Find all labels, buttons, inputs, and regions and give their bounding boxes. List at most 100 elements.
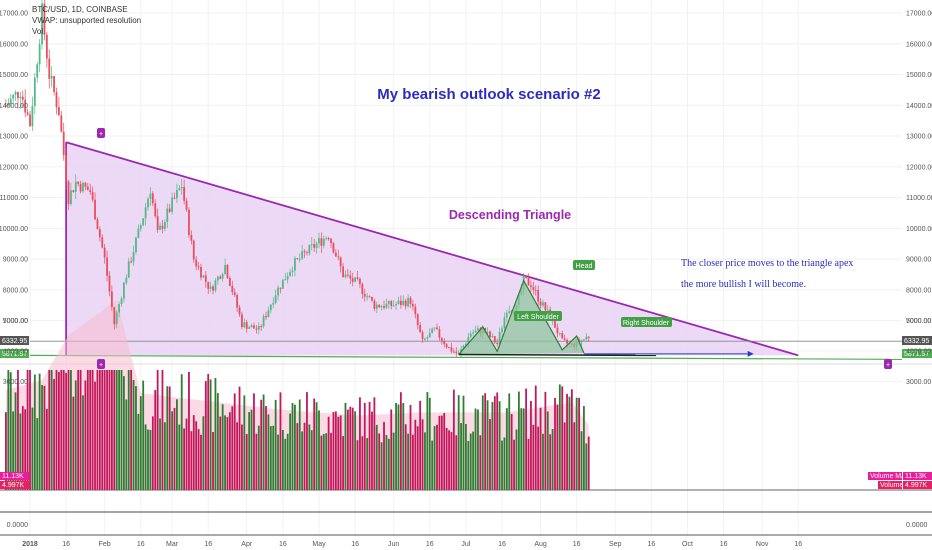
volume-bar	[546, 411, 549, 490]
candle-body	[424, 338, 426, 340]
candle-body	[334, 252, 337, 257]
volume-bar	[62, 370, 65, 490]
volume-bar	[337, 416, 340, 490]
candle-body	[349, 275, 352, 279]
volume-bar	[277, 434, 279, 490]
volume-bar	[537, 426, 540, 490]
triangle-upper-line[interactable]	[65, 141, 799, 357]
svg-text:Volume: Volume	[880, 482, 903, 489]
candle-body	[103, 247, 106, 258]
candle-body	[477, 328, 479, 331]
volume-bar	[563, 422, 566, 490]
candle-body	[120, 298, 123, 305]
left-shoulder-label[interactable]: Left Shoulder	[514, 311, 562, 321]
candle-body	[257, 326, 260, 330]
candle-body	[318, 238, 320, 244]
candle-body	[433, 327, 436, 329]
volume-bar	[31, 407, 34, 490]
bottom-right-marker[interactable]: +	[884, 359, 892, 369]
volume-tick-label: 5000.00	[3, 318, 28, 325]
time-tick-label: 16	[351, 541, 359, 548]
candle-body	[462, 345, 465, 349]
volume-bar	[573, 422, 576, 490]
candle-body	[226, 264, 229, 279]
volume-bar	[375, 424, 378, 490]
candle-body	[195, 259, 198, 267]
candle-body	[303, 251, 306, 253]
candle-body	[132, 252, 135, 262]
candle-body	[214, 280, 217, 291]
volume-bar	[190, 431, 193, 490]
candle-body	[496, 342, 499, 344]
candle-body	[337, 256, 340, 258]
volume-bar	[250, 409, 253, 490]
volume-bar	[212, 431, 214, 490]
volume-bar	[361, 436, 364, 490]
time-tick-label: Jun	[388, 541, 399, 548]
bottom-left-marker[interactable]: +	[97, 359, 105, 369]
volume-bar	[385, 434, 388, 490]
candle-body	[272, 302, 275, 305]
candle-body	[421, 332, 424, 339]
time-tick-label: Mar	[166, 541, 179, 548]
svg-text:Left Shoulder: Left Shoulder	[517, 314, 559, 321]
head-shoulders-outline[interactable]	[458, 279, 585, 355]
volume-bar	[467, 440, 470, 490]
volume-bar	[580, 431, 583, 490]
time-tick-label: 16	[720, 541, 728, 548]
volume-bar	[139, 396, 142, 490]
candle-body	[248, 327, 251, 329]
volume-bar	[135, 386, 137, 490]
volume-bar	[142, 380, 145, 490]
volume-bar	[359, 397, 361, 490]
candle-body	[65, 155, 68, 182]
candle-body	[48, 58, 51, 79]
volume-bar	[433, 426, 436, 490]
volume-bar	[412, 434, 414, 490]
head-label[interactable]: Head	[573, 260, 595, 270]
volume-bar	[231, 406, 234, 490]
volume-bar	[484, 393, 487, 490]
volume-bar	[279, 392, 282, 490]
candle-body	[180, 186, 183, 189]
support-line[interactable]	[29, 354, 903, 360]
candle-body	[426, 337, 429, 339]
candle-body	[508, 311, 511, 313]
candle-body	[279, 287, 282, 289]
candle-body	[489, 331, 491, 338]
volume-tag-left-1: 11.13K	[0, 472, 29, 480]
candle-body	[190, 235, 193, 241]
right-shoulder-label[interactable]: Right Shoulder	[621, 317, 672, 327]
volume-bar	[426, 392, 429, 490]
volume-bar	[200, 434, 202, 490]
candle-body	[554, 317, 556, 328]
volume-bar	[214, 378, 217, 490]
candle-body	[438, 329, 441, 338]
volume-bar	[351, 407, 354, 490]
volume-label: Volume	[878, 481, 903, 489]
volume-bar	[431, 440, 434, 490]
price-tick-label: 13000.00	[0, 134, 28, 141]
time-tick-label: 16	[426, 541, 434, 548]
candle-body	[110, 291, 113, 308]
volume-bar	[7, 370, 10, 490]
volume-bar	[486, 400, 489, 490]
time-tick-label: 16	[647, 541, 655, 548]
candle-body	[267, 310, 270, 317]
time-tick-label: Aug	[534, 541, 547, 548]
candle-body	[546, 309, 549, 311]
candle-body	[253, 325, 255, 329]
top-marker[interactable]: +	[97, 128, 105, 138]
time-tick-label: May	[312, 541, 326, 548]
volume-bar	[185, 418, 188, 490]
volume-bar	[236, 422, 239, 490]
volume-bar	[404, 424, 407, 490]
price-tick-label: 8000.00	[3, 287, 28, 294]
indicator-tick-label: 0.0000	[7, 522, 29, 529]
candle-body	[173, 197, 176, 199]
volume-bar	[556, 404, 559, 490]
neckline[interactable]	[458, 353, 657, 357]
candle-body	[561, 333, 564, 339]
time-tick-label: 16	[498, 541, 506, 548]
